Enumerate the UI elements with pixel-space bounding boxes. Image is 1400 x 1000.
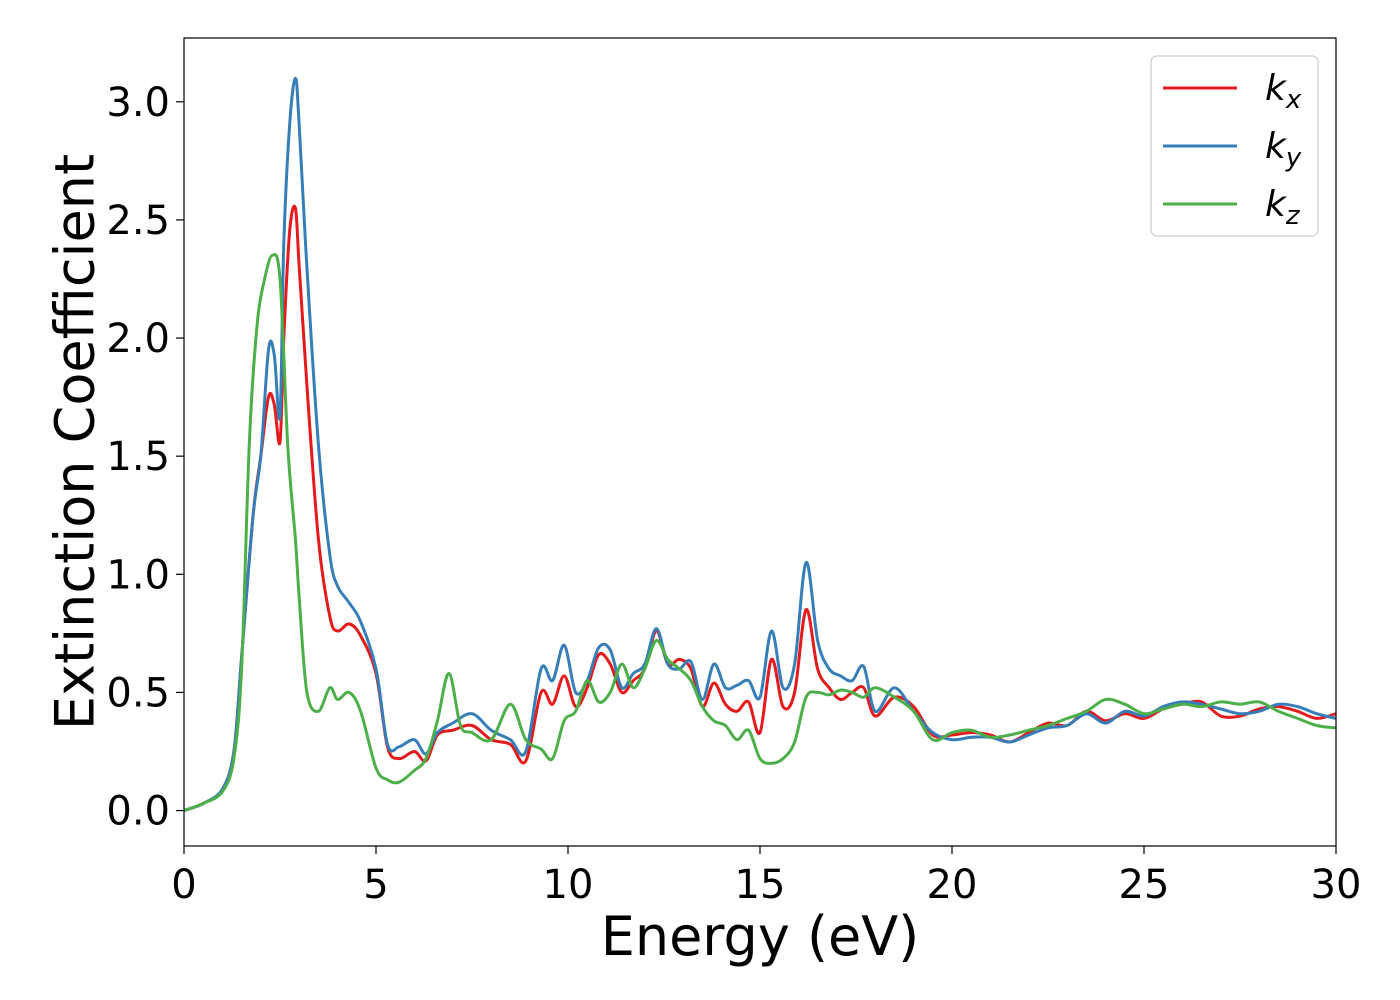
y-tick-label: 1.0 [106, 552, 170, 598]
x-tick-label: 5 [363, 862, 388, 908]
series-line-y [184, 76, 1336, 813]
x-tick-label: 25 [1119, 862, 1170, 908]
legend: kx ky kz [1150, 55, 1319, 237]
legend-label-z: kz [1265, 184, 1301, 231]
y-tick-label: 2.0 [106, 316, 170, 362]
y-tick-label: 0.5 [106, 670, 170, 716]
x-tick-label: 30 [1311, 862, 1362, 908]
y-tick-label: 0.0 [106, 789, 170, 835]
plot-area [184, 76, 1336, 813]
series-line-z [184, 253, 1336, 813]
legend-label-x: kx [1265, 68, 1302, 115]
y-tick-label: 2.5 [106, 198, 170, 244]
x-axis: 0 5 10 15 20 25 30 [171, 846, 1361, 908]
y-axis-title: Extinction Coefficient [44, 154, 107, 730]
series-line-x [184, 204, 1336, 813]
x-axis-title: Energy (eV) [601, 905, 920, 968]
y-tick-label: 3.0 [106, 80, 170, 126]
x-tick-label: 0 [171, 862, 196, 908]
y-axis: 0.0 0.5 1.0 1.5 2.0 2.5 3.0 [106, 80, 184, 835]
x-tick-label: 15 [735, 862, 786, 908]
y-tick-label: 1.5 [106, 434, 170, 480]
x-tick-label: 20 [927, 862, 978, 908]
legend-label-y: ky [1265, 126, 1302, 173]
x-tick-label: 10 [543, 862, 594, 908]
